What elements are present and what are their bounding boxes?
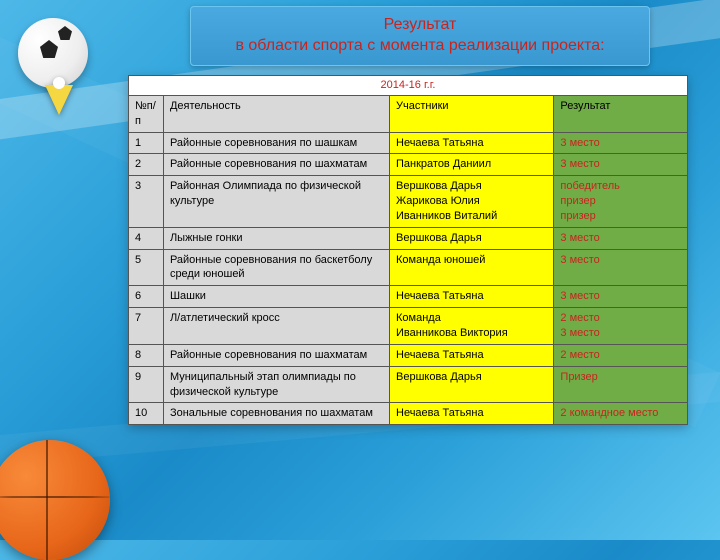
table-period-cell: 2014-16 г.г.	[129, 76, 688, 96]
cell-participants: Нечаева Татьяна	[390, 344, 554, 366]
cell-result: 2 место	[554, 344, 688, 366]
col-header-participants: Участники	[390, 95, 554, 132]
col-header-activity: Деятельность	[163, 95, 389, 132]
table-row: 3Районная Олимпиада по физической культу…	[129, 176, 688, 228]
cell-number: 1	[129, 132, 164, 154]
cell-participants: Вершкова Дарья	[390, 366, 554, 403]
table-row: 5Районные соревнования по баскетболу сре…	[129, 249, 688, 286]
soccer-ball-icon	[18, 18, 88, 88]
slide-title-line2: в области спорта с момента реализации пр…	[235, 37, 604, 54]
cell-number: 4	[129, 227, 164, 249]
cell-number: 3	[129, 176, 164, 228]
results-table-container: 2014-16 г.г. №п/п Деятельность Участники…	[128, 75, 688, 425]
cell-participants: Нечаева Татьяна	[390, 286, 554, 308]
cell-participants: Панкратов Даниил	[390, 154, 554, 176]
table-row: 1Районные соревнования по шашкамНечаева …	[129, 132, 688, 154]
cell-result: Призер	[554, 366, 688, 403]
cell-activity: Шашки	[163, 286, 389, 308]
cell-activity: Районная Олимпиада по физической культур…	[163, 176, 389, 228]
table-row: 8Районные соревнования по шахматамНечаев…	[129, 344, 688, 366]
cell-activity: Районные соревнования по баскетболу сред…	[163, 249, 389, 286]
cell-number: 9	[129, 366, 164, 403]
table-period-row: 2014-16 г.г.	[129, 76, 688, 96]
cell-participants: Нечаева Татьяна	[390, 132, 554, 154]
cell-participants: Вершкова Дарья	[390, 227, 554, 249]
cell-activity: Л/атлетический кросс	[163, 308, 389, 345]
slide-title-line1: Результат	[384, 16, 457, 33]
table-row: 6ШашкиНечаева Татьяна3 место	[129, 286, 688, 308]
table-row: 2Районные соревнования по шахматамПанкра…	[129, 154, 688, 176]
cell-participants: Вершкова Дарья Жарикова Юлия Иванников В…	[390, 176, 554, 228]
cell-number: 7	[129, 308, 164, 345]
cell-activity: Лыжные гонки	[163, 227, 389, 249]
cell-result: победитель призер призер	[554, 176, 688, 228]
cell-number: 5	[129, 249, 164, 286]
shuttlecock-icon	[45, 85, 73, 115]
cell-activity: Районные соревнования по шашкам	[163, 132, 389, 154]
cell-result: 3 место	[554, 132, 688, 154]
table-row: 9Муниципальный этап олимпиады по физичес…	[129, 366, 688, 403]
cell-participants: Команда Иванникова Виктория	[390, 308, 554, 345]
cell-activity: Районные соревнования по шахматам	[163, 344, 389, 366]
cell-participants: Нечаева Татьяна	[390, 403, 554, 425]
col-header-result: Результат	[554, 95, 688, 132]
cell-number: 8	[129, 344, 164, 366]
slide-title-box: Результат в области спорта с момента реа…	[190, 6, 650, 66]
table-row: 7Л/атлетический кроссКоманда Иванникова …	[129, 308, 688, 345]
cell-result: 3 место	[554, 154, 688, 176]
col-header-number: №п/п	[129, 95, 164, 132]
cell-number: 10	[129, 403, 164, 425]
basketball-icon	[0, 440, 110, 560]
table-row: 10Зональные соревнования по шахматамНеча…	[129, 403, 688, 425]
cell-activity: Муниципальный этап олимпиады по физическ…	[163, 366, 389, 403]
cell-result: 3 место	[554, 227, 688, 249]
cell-result: 3 место	[554, 249, 688, 286]
cell-activity: Зональные соревнования по шахматам	[163, 403, 389, 425]
cell-result: 3 место	[554, 286, 688, 308]
cell-participants: Команда юношей	[390, 249, 554, 286]
cell-number: 6	[129, 286, 164, 308]
table-row: 4Лыжные гонкиВершкова Дарья3 место	[129, 227, 688, 249]
results-table: 2014-16 г.г. №п/п Деятельность Участники…	[128, 75, 688, 425]
cell-activity: Районные соревнования по шахматам	[163, 154, 389, 176]
table-header-row: №п/п Деятельность Участники Результат	[129, 95, 688, 132]
cell-result: 2 место 3 место	[554, 308, 688, 345]
cell-result: 2 командное место	[554, 403, 688, 425]
cell-number: 2	[129, 154, 164, 176]
